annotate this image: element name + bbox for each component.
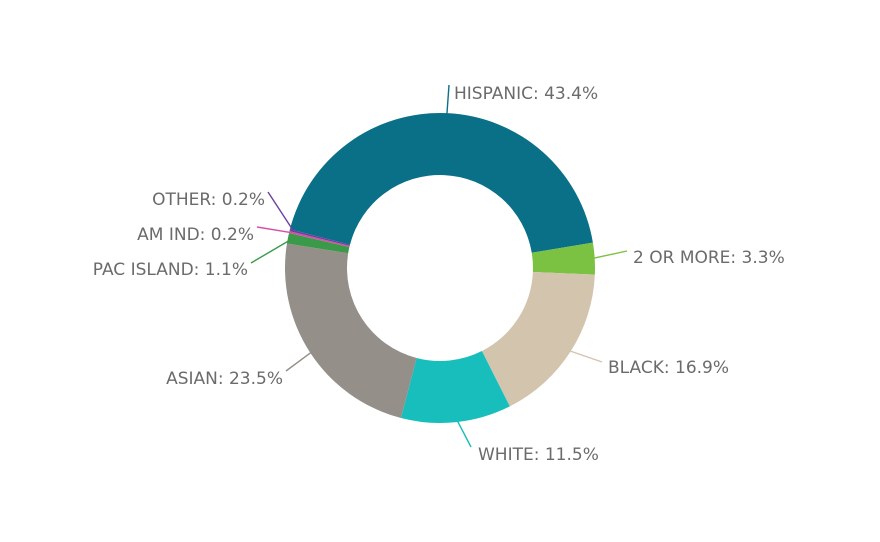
label-2-or-more: 2 OR MORE: 3.3% bbox=[633, 248, 785, 268]
leader-line-hispanic bbox=[445, 84, 450, 118]
leader-line-other bbox=[267, 191, 295, 232]
slices-group bbox=[285, 113, 595, 423]
labels-group: HISPANIC: 43.4% 2 OR MORE: 3.3% BLACK: 16.… bbox=[93, 84, 785, 465]
leader-lines-group bbox=[250, 84, 628, 448]
label-hispanic: HISPANIC: 43.4% bbox=[454, 84, 598, 104]
leader-line-am-ind bbox=[256, 226, 294, 234]
slice-white bbox=[400, 351, 510, 423]
label-other: OTHER: 0.2% bbox=[152, 190, 265, 210]
label-asian: ASIAN: 23.5% bbox=[166, 369, 283, 389]
label-white: WHITE: 11.5% bbox=[478, 445, 599, 465]
slice-2-or-more bbox=[531, 242, 595, 275]
leader-line-white bbox=[455, 417, 472, 448]
label-pac-island: PAC ISLAND: 1.1% bbox=[93, 260, 248, 280]
label-am-ind: AM IND: 0.2% bbox=[137, 225, 254, 245]
slice-pac-island bbox=[286, 232, 350, 254]
leader-line-pac-island bbox=[250, 238, 293, 264]
slice-am-ind bbox=[289, 231, 350, 247]
leader-line-2-or-more bbox=[590, 250, 628, 260]
leader-line-black bbox=[566, 349, 603, 363]
slice-black bbox=[481, 271, 595, 407]
leader-line-asian bbox=[285, 350, 314, 372]
slice-other bbox=[289, 229, 350, 246]
slice-asian bbox=[285, 243, 417, 419]
label-black: BLACK: 16.9% bbox=[608, 358, 729, 378]
slice-hispanic bbox=[289, 113, 593, 253]
